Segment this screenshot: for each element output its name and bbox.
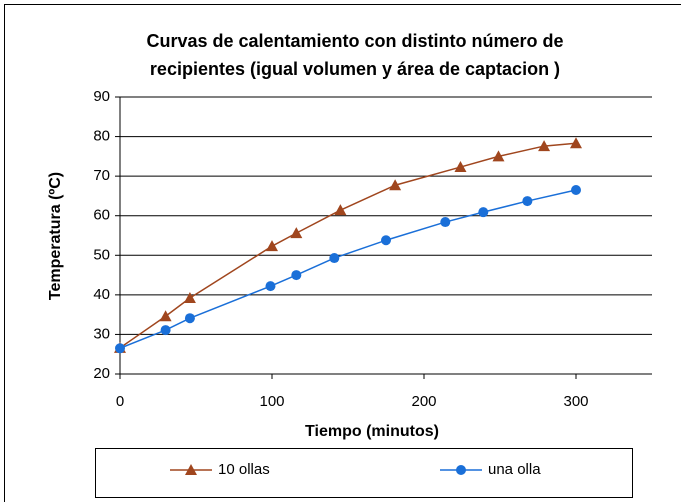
marker: [115, 343, 125, 354]
legend-label: 10 ollas: [218, 461, 270, 478]
legend-box: [95, 448, 633, 498]
marker: [159, 310, 172, 322]
y-tick-label: 70: [93, 167, 110, 184]
marker: [160, 325, 171, 336]
marker: [538, 140, 551, 152]
y-tick-label: 30: [93, 325, 110, 342]
marker: [522, 196, 533, 207]
chart-title: Curvas de calentamiento con distinto núm…: [146, 31, 563, 51]
marker: [185, 464, 197, 475]
marker: [454, 161, 467, 173]
y-tick-label: 50: [93, 246, 110, 263]
marker: [440, 217, 451, 228]
marker: [478, 207, 489, 218]
marker: [381, 235, 391, 246]
marker: [492, 150, 505, 162]
marker: [329, 253, 340, 264]
marker: [334, 204, 347, 216]
marker: [265, 281, 276, 292]
x-tick-label: 100: [259, 393, 284, 410]
marker: [183, 292, 196, 304]
marker: [291, 270, 302, 281]
x-tick-label: 200: [411, 393, 436, 410]
x-tick-label: 0: [116, 393, 124, 410]
y-axis-title: Temperatura (ºC): [47, 172, 64, 300]
y-tick-label: 20: [93, 365, 110, 382]
marker: [184, 313, 195, 324]
y-tick-label: 90: [93, 88, 110, 105]
marker: [266, 240, 278, 252]
marker: [290, 227, 303, 239]
marker: [570, 137, 582, 149]
marker: [456, 465, 466, 475]
y-tick-label: 80: [93, 128, 110, 145]
marker: [571, 184, 581, 195]
legend-label: una olla: [488, 461, 541, 478]
y-tick-label: 40: [93, 286, 110, 303]
marker: [389, 179, 402, 191]
chart-title: recipientes (igual volumen y área de cap…: [150, 59, 560, 79]
y-tick-label: 60: [93, 207, 110, 224]
chart-frame: [4, 4, 681, 502]
x-tick-label: 300: [563, 393, 588, 410]
x-axis-title: Tiempo (minutos): [305, 423, 439, 440]
